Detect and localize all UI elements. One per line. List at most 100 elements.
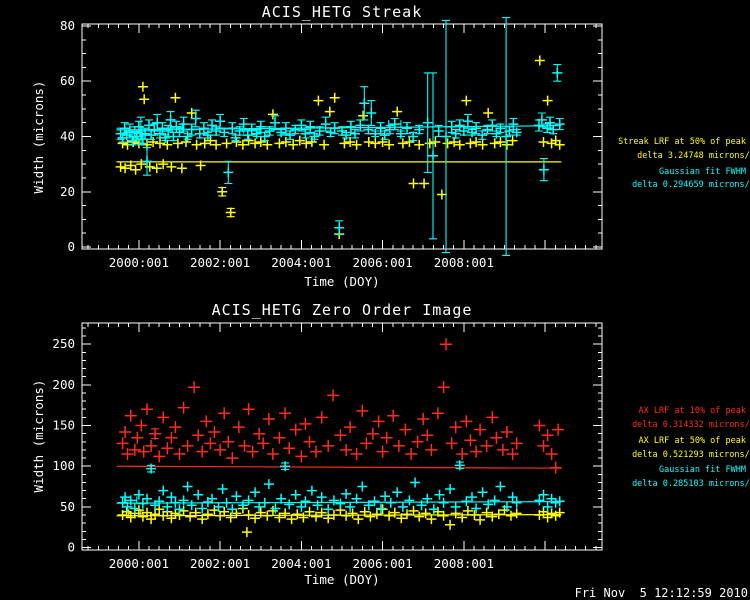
plus-marker bbox=[445, 519, 456, 530]
plus-marker bbox=[422, 493, 433, 504]
plus-marker bbox=[213, 501, 224, 512]
plus-marker bbox=[462, 505, 473, 516]
plus-marker bbox=[125, 495, 136, 506]
plus-marker bbox=[475, 514, 486, 525]
plus-marker bbox=[186, 500, 197, 511]
plus-marker bbox=[334, 222, 345, 233]
plus-marker bbox=[241, 527, 252, 538]
plus-marker bbox=[306, 137, 317, 147]
plus-marker bbox=[262, 139, 273, 150]
plus-marker bbox=[487, 511, 498, 522]
plus-marker bbox=[482, 124, 493, 135]
plus-marker bbox=[190, 507, 201, 518]
plus-marker bbox=[166, 161, 177, 172]
plus-marker bbox=[219, 127, 230, 138]
plus-marker bbox=[480, 439, 493, 452]
y-tick-label: 20 bbox=[60, 184, 75, 199]
plus-marker bbox=[133, 121, 144, 132]
plus-marker bbox=[283, 442, 296, 455]
plus-marker bbox=[121, 448, 134, 460]
plus-marker bbox=[541, 429, 554, 442]
plus-marker bbox=[250, 138, 261, 149]
plus-marker bbox=[231, 137, 242, 147]
plus-marker bbox=[296, 501, 307, 512]
plus-marker bbox=[450, 128, 461, 139]
plus-marker bbox=[162, 139, 173, 150]
plus-marker bbox=[376, 503, 386, 514]
plus-marker bbox=[148, 137, 159, 147]
plus-marker bbox=[178, 505, 189, 516]
plus-marker bbox=[358, 110, 369, 121]
plus-marker bbox=[414, 139, 425, 150]
plus-marker bbox=[131, 131, 142, 142]
series-ax-lrf-at-10-of-peak bbox=[116, 338, 565, 474]
plus-marker bbox=[341, 510, 352, 521]
plus-marker bbox=[481, 507, 492, 518]
plus-marker bbox=[243, 135, 254, 146]
x-tick-label: 2000:001 bbox=[109, 556, 169, 571]
plus-marker bbox=[405, 448, 418, 460]
fit-line bbox=[116, 465, 562, 469]
plus-marker bbox=[298, 512, 309, 523]
top-x-axis-label: Time (DOY) bbox=[304, 274, 380, 289]
plus-marker bbox=[226, 452, 239, 465]
plus-marker bbox=[173, 448, 186, 460]
plus-marker bbox=[231, 491, 242, 502]
plus-marker bbox=[181, 439, 194, 452]
plus-marker bbox=[493, 509, 504, 520]
y-tick-label: 0 bbox=[67, 239, 75, 254]
plus-marker bbox=[504, 126, 515, 136]
plus-marker bbox=[537, 439, 550, 452]
plus-marker bbox=[303, 435, 316, 448]
plus-marker bbox=[428, 504, 439, 515]
plus-marker bbox=[408, 178, 419, 189]
plus-marker bbox=[193, 489, 204, 500]
plus-marker bbox=[345, 121, 356, 132]
plus-marker bbox=[360, 437, 373, 450]
plus-marker bbox=[320, 119, 331, 130]
plus-marker bbox=[286, 514, 297, 525]
plus-marker bbox=[487, 120, 498, 131]
plus-marker bbox=[141, 403, 153, 416]
plus-marker bbox=[469, 510, 480, 520]
plus-marker bbox=[426, 514, 437, 525]
plus-marker bbox=[273, 431, 286, 444]
x-tick-label: 2004:001 bbox=[271, 556, 331, 571]
plus-marker bbox=[329, 92, 340, 103]
plus-marker bbox=[225, 512, 236, 523]
plus-marker bbox=[340, 443, 353, 456]
plus-marker bbox=[507, 135, 518, 146]
plus-marker bbox=[471, 123, 482, 134]
plus-marker bbox=[323, 504, 334, 515]
plus-marker bbox=[295, 450, 308, 463]
x-tick-label: 2006:001 bbox=[352, 255, 412, 270]
plus-marker bbox=[545, 448, 558, 460]
plus-marker bbox=[404, 137, 415, 147]
plus-marker bbox=[538, 164, 549, 175]
plus-marker bbox=[211, 139, 222, 150]
plus-marker bbox=[376, 445, 389, 458]
plus-marker bbox=[305, 121, 316, 132]
plus-marker bbox=[279, 407, 292, 420]
streak-lrf-legend-delta: delta 3.24748 microns/yr bbox=[637, 151, 750, 161]
plus-marker bbox=[165, 431, 178, 444]
plus-marker bbox=[462, 116, 473, 127]
plus-marker bbox=[431, 407, 444, 420]
plus-marker bbox=[408, 131, 419, 142]
x-tick-label: 2002:001 bbox=[190, 556, 250, 571]
plus-marker bbox=[454, 460, 465, 471]
zero-gaussian-legend-title: Gaussian fit FWHM bbox=[659, 465, 746, 475]
plus-marker bbox=[421, 429, 434, 442]
plus-marker bbox=[428, 150, 438, 161]
top-y-axis-label: Width (microns) bbox=[31, 80, 46, 194]
plus-marker bbox=[306, 485, 317, 496]
bottom-y-axis-label: Width (microns) bbox=[31, 379, 46, 493]
plus-marker bbox=[440, 338, 452, 351]
plus-marker bbox=[191, 139, 202, 150]
plus-marker bbox=[501, 139, 512, 150]
streak-gaussian-legend-delta: delta 0.294659 microns/yr bbox=[632, 180, 750, 190]
plus-marker bbox=[186, 108, 197, 118]
plus-marker bbox=[125, 160, 136, 171]
plus-marker bbox=[257, 437, 270, 450]
plus-marker bbox=[263, 479, 274, 490]
